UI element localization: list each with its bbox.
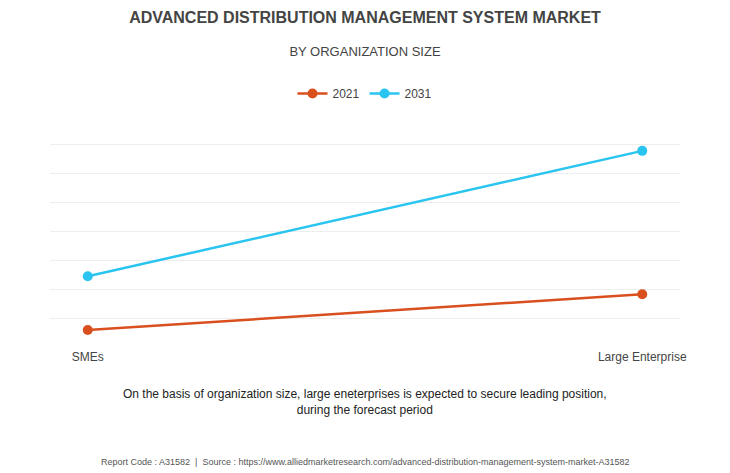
svg-text:Report Code : A31582 | Sourc: Report Code : A31582 | Source : https://… xyxy=(101,457,630,467)
svg-text:2031: 2031 xyxy=(405,87,432,101)
svg-text:SMEs: SMEs xyxy=(72,350,104,364)
svg-text:On the basis of organization s: On the basis of organization size, large… xyxy=(123,387,607,417)
svg-text:ADVANCED DISTRIBUTION MANAGEME: ADVANCED DISTRIBUTION MANAGEMENT SYSTEM … xyxy=(129,9,601,26)
svg-text:2021: 2021 xyxy=(333,87,360,101)
svg-text:Large Enterprise: Large Enterprise xyxy=(598,350,687,364)
svg-text:BY ORGANIZATION SIZE: BY ORGANIZATION SIZE xyxy=(289,44,441,59)
